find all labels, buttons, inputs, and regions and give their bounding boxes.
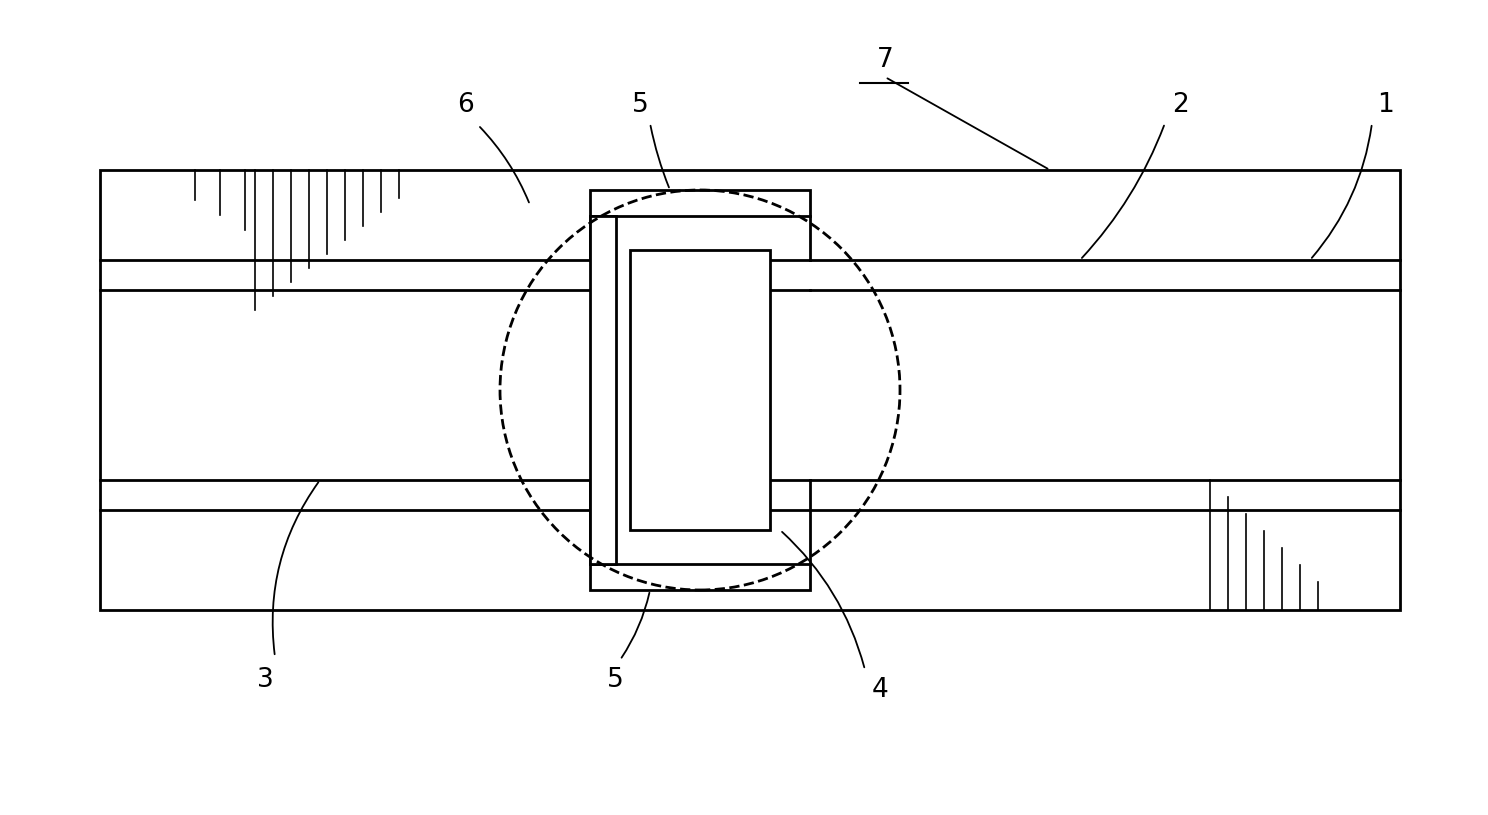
Bar [629, 250, 769, 530]
Bar [591, 216, 616, 564]
Text: 4: 4 [872, 677, 888, 703]
Text: 5: 5 [607, 667, 623, 693]
Bar [591, 190, 809, 216]
Text: 2: 2 [1171, 92, 1189, 118]
Text: 5: 5 [631, 92, 649, 118]
Text: 1: 1 [1376, 92, 1393, 118]
Bar [591, 564, 809, 590]
Text: 7: 7 [876, 47, 893, 73]
Text: 6: 6 [457, 92, 473, 118]
Bar [100, 170, 1400, 610]
Text: 3: 3 [256, 667, 274, 693]
